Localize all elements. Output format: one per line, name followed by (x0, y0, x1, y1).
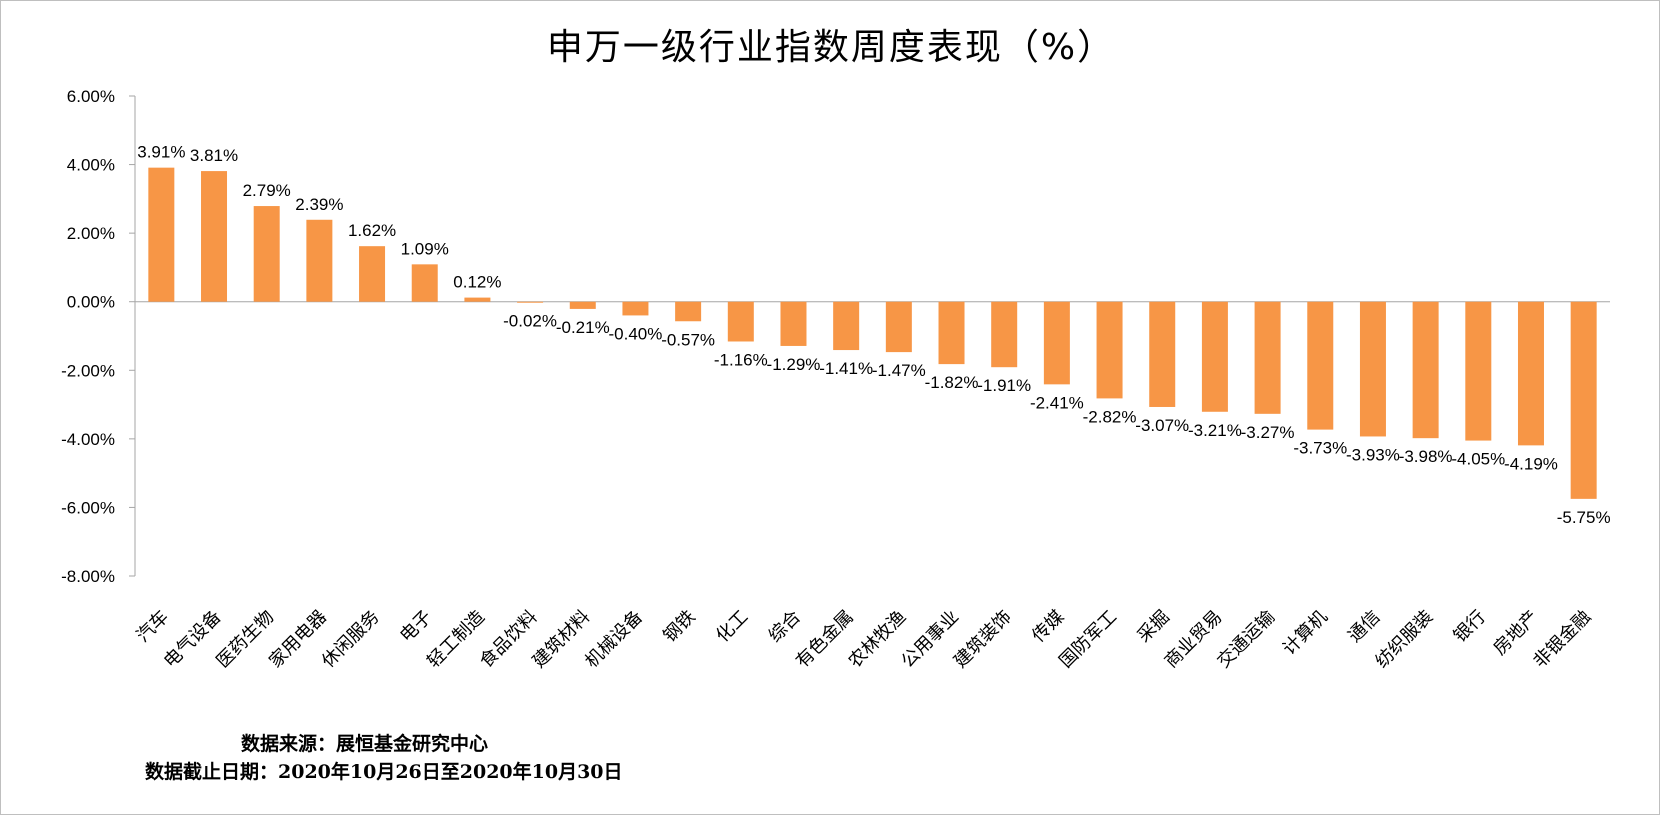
bar (1254, 301, 1281, 414)
data-label: 2.39% (295, 195, 343, 214)
data-label: -0.57% (661, 330, 715, 349)
data-label: -1.29% (767, 355, 821, 374)
category-label: 建筑材料 (529, 606, 595, 672)
category-label: 有色金属 (792, 606, 858, 672)
data-label: -1.47% (872, 361, 926, 380)
bar (306, 219, 333, 302)
y-tick-label: -2.00% (61, 361, 115, 380)
bar (411, 264, 438, 302)
bar (1043, 301, 1070, 385)
bar (675, 301, 702, 322)
y-tick-label: -6.00% (61, 498, 115, 517)
data-label: -3.93% (1346, 445, 1400, 464)
data-label: 3.91% (137, 143, 185, 162)
bar (359, 246, 386, 302)
data-label: 3.81% (190, 146, 238, 165)
bar (1517, 301, 1544, 446)
data-label: -4.05% (1451, 450, 1505, 469)
bar (991, 301, 1018, 368)
bar (780, 301, 807, 346)
bar (1307, 301, 1334, 430)
category-label: 轻工制造 (423, 606, 489, 672)
data-labels: 3.91% 3.81% 2.79%2.39% 1.62% 1.09%0.12%-0.02… (137, 143, 1610, 527)
data-label: -1.82% (925, 373, 979, 392)
bar (148, 167, 175, 302)
data-label: -3.98% (1399, 447, 1453, 466)
category-label: 机械设备 (581, 606, 647, 672)
data-label: -0.21% (556, 318, 610, 337)
data-label: -3.27% (1241, 423, 1295, 442)
bar (1359, 301, 1386, 437)
y-tick-label: 0.00% (67, 293, 115, 312)
data-label: 2.79% (243, 181, 291, 200)
bar (938, 301, 965, 365)
data-label: 0.12% (453, 273, 501, 292)
data-label: -5.75% (1557, 508, 1611, 527)
bar (727, 301, 754, 342)
bar (1570, 301, 1597, 499)
data-label: -2.82% (1083, 407, 1137, 426)
category-label: 交通运输 (1213, 606, 1279, 672)
bar (622, 301, 649, 316)
category-label: 建筑装饰 (950, 606, 1016, 672)
bar (517, 301, 544, 303)
bar (833, 301, 860, 351)
y-tick-label: -4.00% (61, 430, 115, 449)
category-label: 银行 (1450, 606, 1490, 646)
category-label: 食品饮料 (476, 606, 542, 672)
bar (1096, 301, 1123, 399)
category-label: 家用电器 (265, 606, 331, 672)
category-label: 电气设备 (160, 606, 226, 672)
category-label: 通信 (1344, 606, 1384, 646)
source-text: 数据来源：展恒基金研究中心 (241, 733, 489, 755)
category-label: 汽车 (133, 606, 173, 646)
source-note: 数据来源：展恒基金研究中心 数据截止日期：2020年10月26日至2020年10… (145, 730, 623, 786)
data-label: -1.41% (819, 359, 873, 378)
y-tick-label: 6.00% (67, 87, 115, 106)
data-label: -3.07% (1135, 416, 1189, 435)
data-label: -3.21% (1188, 421, 1242, 440)
bar (464, 297, 491, 302)
bar (1201, 301, 1228, 412)
bars (148, 167, 1597, 499)
bar (1465, 301, 1492, 441)
data-label: -2.41% (1030, 393, 1084, 412)
category-label: 电子 (396, 606, 436, 646)
category-label: 非银金融 (1529, 606, 1595, 672)
category-label: 钢铁 (659, 606, 699, 646)
category-label: 纺织服装 (1371, 606, 1437, 672)
category-label: 商业贸易 (1161, 606, 1227, 672)
data-label: -4.19% (1504, 454, 1558, 473)
data-label: -0.02% (503, 311, 557, 330)
cutoff-date-text: 数据截止日期：2020年10月26日至2020年10月30日 (145, 761, 623, 783)
bar (1149, 301, 1176, 407)
category-label: 传媒 (1028, 606, 1068, 646)
category-label: 采掘 (1133, 606, 1173, 646)
y-tick-label: -8.00% (61, 567, 115, 586)
category-label: 综合 (765, 606, 805, 646)
category-label: 化工 (712, 606, 752, 646)
y-tick-label: 2.00% (67, 224, 115, 243)
category-label: 国防军工 (1055, 606, 1121, 672)
data-label: -0.40% (609, 324, 663, 343)
category-label: 计算机 (1279, 606, 1332, 659)
category-label: 休闲服务 (318, 606, 384, 672)
bar (885, 301, 912, 353)
category-label: 公用事业 (897, 606, 963, 672)
data-label: -3.73% (1293, 439, 1347, 458)
data-label: -1.91% (977, 376, 1031, 395)
category-label: 医药生物 (212, 606, 278, 672)
bar (201, 171, 228, 302)
bar (253, 206, 280, 302)
data-label: -1.16% (714, 350, 768, 369)
bar (569, 301, 596, 309)
chart-title: 申万一级行业指数周度表现（%） (546, 27, 1116, 68)
data-label: 1.62% (348, 221, 396, 240)
y-tick-label: 4.00% (67, 156, 115, 175)
category-label: 农林牧渔 (845, 606, 911, 672)
data-label: 1.09% (401, 239, 449, 258)
bar (1412, 301, 1439, 439)
